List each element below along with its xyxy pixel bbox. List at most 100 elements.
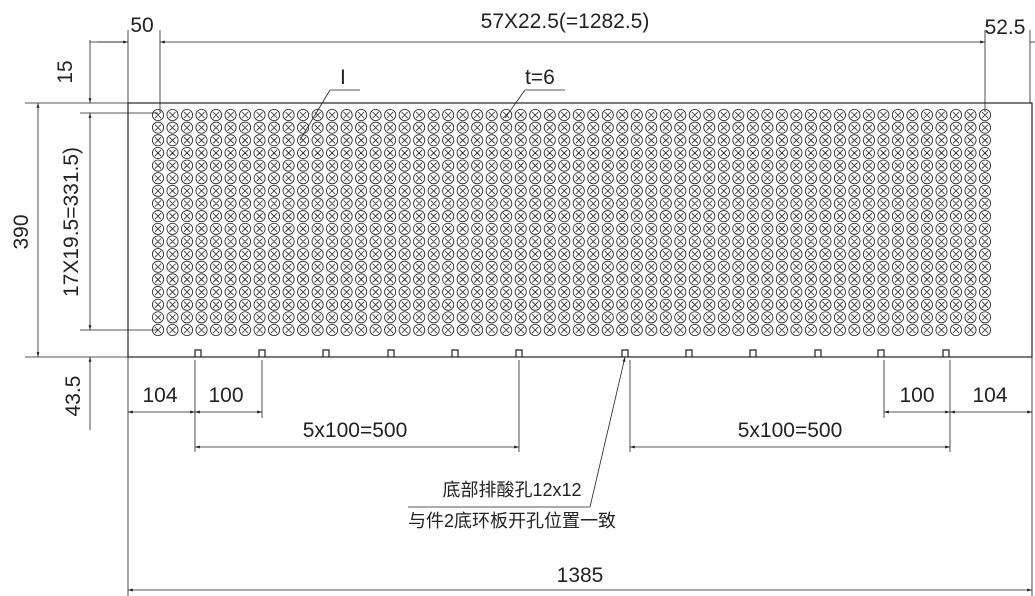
hole [355, 273, 368, 286]
hole [746, 260, 759, 273]
hole [790, 235, 803, 248]
hole [630, 323, 643, 336]
hole [587, 184, 600, 197]
hole [587, 197, 600, 210]
hole [471, 311, 484, 324]
hole [442, 222, 455, 235]
hole [384, 311, 397, 324]
hole [717, 248, 730, 261]
hole [166, 222, 179, 235]
hole [456, 197, 469, 210]
hole [862, 273, 875, 286]
hole [688, 197, 701, 210]
hole [239, 146, 252, 159]
hole [674, 298, 687, 311]
hole [326, 146, 339, 159]
hole [703, 197, 716, 210]
hole [862, 109, 875, 122]
hole [819, 146, 832, 159]
hole [674, 260, 687, 273]
hole [297, 222, 310, 235]
hole [268, 222, 281, 235]
hole [775, 235, 788, 248]
hole [268, 311, 281, 324]
hole [920, 159, 933, 172]
hole [456, 146, 469, 159]
hole [456, 222, 469, 235]
hole [369, 323, 382, 336]
hole [369, 286, 382, 299]
hole [819, 222, 832, 235]
hole [384, 109, 397, 122]
hole [862, 260, 875, 273]
hole [601, 286, 614, 299]
hole [543, 146, 556, 159]
hole [485, 248, 498, 261]
hole [427, 286, 440, 299]
hole [224, 298, 237, 311]
hole [790, 159, 803, 172]
hole [311, 260, 324, 273]
hole [906, 286, 919, 299]
hole [529, 109, 542, 122]
hole [253, 146, 266, 159]
hole [877, 273, 890, 286]
dim-text: 57X22.5(=1282.5) [481, 10, 650, 33]
hole [616, 273, 629, 286]
hole [297, 121, 310, 134]
hole [427, 197, 440, 210]
hole [703, 210, 716, 223]
hole [195, 323, 208, 336]
hole [833, 248, 846, 261]
hole [195, 184, 208, 197]
hole [413, 210, 426, 223]
hole [239, 273, 252, 286]
hole [645, 311, 658, 324]
hole [630, 260, 643, 273]
hole [253, 248, 266, 261]
hole [543, 235, 556, 248]
hole [355, 197, 368, 210]
hole [703, 159, 716, 172]
hole [239, 134, 252, 147]
hole [833, 323, 846, 336]
hole [906, 273, 919, 286]
hole [514, 286, 527, 299]
hole [369, 210, 382, 223]
hole [877, 298, 890, 311]
hole [514, 172, 527, 185]
hole [877, 210, 890, 223]
hole [601, 248, 614, 261]
hole [891, 134, 904, 147]
hole [717, 146, 730, 159]
hole [282, 235, 295, 248]
hole [804, 286, 817, 299]
hole [514, 134, 527, 147]
hole [703, 298, 716, 311]
hole [514, 273, 527, 286]
hole [514, 146, 527, 159]
hole [485, 286, 498, 299]
hole [587, 260, 600, 273]
hole [543, 210, 556, 223]
hole [920, 273, 933, 286]
hole [558, 121, 571, 134]
hole [775, 159, 788, 172]
hole [935, 109, 948, 122]
hole [398, 323, 411, 336]
hole [717, 134, 730, 147]
hole [543, 248, 556, 261]
hole [674, 184, 687, 197]
dim-text: 5x100=500 [738, 419, 843, 442]
hole [514, 121, 527, 134]
hole [877, 146, 890, 159]
hole [949, 273, 962, 286]
hole [413, 235, 426, 248]
hole [210, 235, 223, 248]
hole [151, 197, 164, 210]
hole [703, 260, 716, 273]
hole [529, 146, 542, 159]
hole [442, 260, 455, 273]
hole [732, 323, 745, 336]
